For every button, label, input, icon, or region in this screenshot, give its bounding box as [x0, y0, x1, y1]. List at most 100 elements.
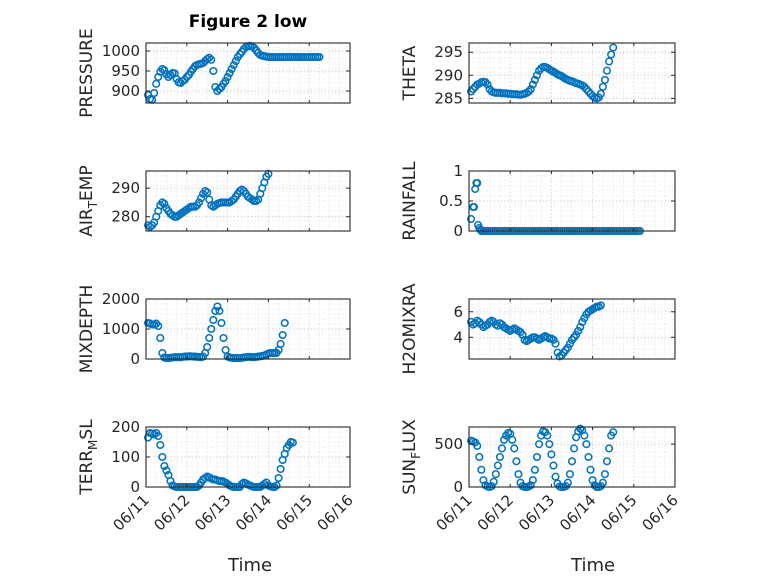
- data-point: [154, 321, 163, 331]
- data-point: [213, 302, 222, 311]
- data-point: [605, 57, 614, 66]
- data-point: [215, 84, 224, 94]
- data-point: [160, 66, 169, 75]
- data-point: [194, 198, 204, 207]
- data-point: [607, 50, 616, 59]
- chart-0-series: [143, 41, 324, 104]
- x-axis-label-left: Time: [228, 555, 273, 576]
- data-point: [508, 435, 517, 444]
- y-axis-label: PRESSURE: [77, 28, 97, 117]
- x-tick-label: 06/11: [433, 491, 476, 534]
- data-point: [526, 85, 535, 94]
- x-tick-label: 06/14: [232, 491, 275, 534]
- data-point: [514, 470, 523, 479]
- data-point: [532, 71, 542, 80]
- y-tick-label: 280: [111, 208, 140, 226]
- chart-0-grid: [145, 42, 351, 104]
- data-point: [495, 452, 504, 462]
- data-point: [584, 452, 593, 462]
- data-point: [473, 178, 482, 188]
- chart-5-axes-box: [468, 298, 676, 360]
- data-point: [530, 465, 539, 474]
- x-tick-label: 06/12: [474, 491, 517, 534]
- data-point: [467, 214, 476, 224]
- data-point: [150, 88, 159, 98]
- data-point: [276, 464, 285, 474]
- data-point: [481, 78, 490, 87]
- data-point: [207, 324, 216, 334]
- data-point: [600, 75, 610, 84]
- data-point: [156, 440, 165, 450]
- data-point: [545, 440, 554, 449]
- data-point: [609, 428, 618, 437]
- data-point: [582, 85, 591, 94]
- data-point: [524, 87, 533, 96]
- data-point: [483, 80, 492, 89]
- data-point: [207, 55, 216, 64]
- y-axis-label: MIXDEPTH: [77, 285, 97, 374]
- data-point: [209, 66, 218, 76]
- data-point: [543, 431, 552, 440]
- data-point: [209, 315, 218, 325]
- data-point: [549, 461, 558, 470]
- data-point: [580, 82, 589, 91]
- data-point: [227, 64, 236, 74]
- data-point: [547, 450, 556, 459]
- chart-4-series: [143, 302, 289, 363]
- data-point: [510, 444, 519, 453]
- data-point: [586, 465, 595, 474]
- x-tick-label: 06/13: [191, 491, 234, 534]
- data-point: [203, 188, 212, 197]
- y-axis-label: AIRTEMP: [77, 165, 100, 236]
- data-point: [203, 342, 212, 352]
- chart-0: 900 950 1000 PRESSURE: [77, 28, 351, 118]
- data-point: [315, 52, 324, 62]
- data-point: [182, 72, 191, 82]
- data-point: [530, 75, 539, 84]
- data-point: [154, 431, 163, 441]
- data-point: [223, 72, 232, 82]
- y-tick-label: 1000: [102, 320, 140, 338]
- figure-title: Figure 2 low: [188, 12, 308, 32]
- y-tick-label: 0: [453, 478, 463, 496]
- y-tick-label: 200: [111, 418, 140, 436]
- data-point: [477, 465, 486, 474]
- data-point: [497, 444, 507, 453]
- data-point: [156, 333, 165, 343]
- y-tick-label: 290: [111, 179, 140, 197]
- data-point: [217, 318, 226, 328]
- data-point: [221, 76, 230, 86]
- data-point: [219, 333, 228, 343]
- data-point: [499, 435, 509, 444]
- data-point: [528, 476, 537, 485]
- data-point: [563, 478, 572, 487]
- y-tick-label: 0.5: [439, 192, 463, 210]
- data-point: [489, 477, 498, 486]
- data-point: [215, 306, 224, 316]
- x-tick-label: 06/11: [110, 491, 153, 534]
- data-point: [152, 79, 161, 88]
- data-point: [596, 89, 605, 98]
- data-point: [205, 53, 214, 62]
- data-point: [576, 424, 585, 433]
- y-tick-label: 0: [130, 478, 140, 496]
- chart-2: 280 290 AIRTEMP: [77, 165, 351, 237]
- y-axis-label: THETA: [400, 45, 420, 101]
- y-axis-label: RAINFALL: [400, 161, 420, 241]
- data-point: [276, 339, 285, 349]
- data-point: [211, 306, 220, 316]
- data-point: [602, 457, 612, 466]
- y-tick-label: 2000: [102, 290, 140, 308]
- data-point: [551, 339, 560, 348]
- x-tick-label: 06/13: [515, 491, 558, 534]
- y-tick-label: 1000: [102, 42, 140, 60]
- data-point: [584, 87, 593, 96]
- chart-1-series: [467, 43, 618, 103]
- data-point: [534, 440, 544, 449]
- data-point: [229, 60, 238, 70]
- data-point: [475, 452, 484, 462]
- data-point: [598, 478, 607, 487]
